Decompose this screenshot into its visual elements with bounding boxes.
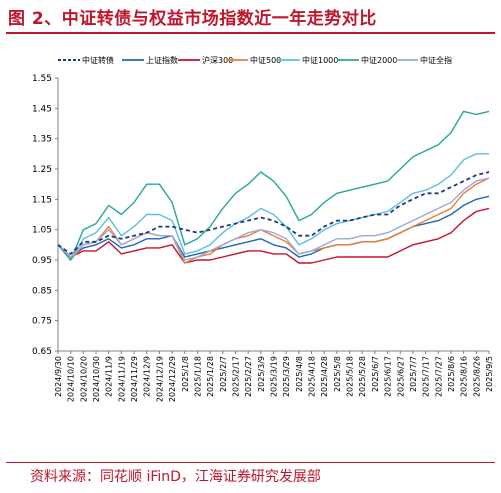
x-tick-label: 2025/6/17 bbox=[384, 356, 393, 397]
y-tick-label: 0.75 bbox=[32, 317, 52, 327]
y-tick-label: 1.25 bbox=[32, 165, 52, 175]
y-tick-label: 1.05 bbox=[32, 226, 52, 236]
series-line-6 bbox=[57, 177, 490, 261]
x-tick-label: 2024/12/19 bbox=[155, 356, 164, 402]
legend-label-3: 中证500 bbox=[250, 55, 281, 65]
x-tick-label: 2024/12/29 bbox=[168, 356, 177, 402]
figure-title: 图 2、中证转债与权益市场指数近一年走势对比 bbox=[8, 9, 377, 29]
y-tick-label: 1.45 bbox=[32, 104, 52, 114]
x-tick-label: 2025/1/8 bbox=[181, 356, 190, 392]
x-tick-label: 2025/2/27 bbox=[244, 356, 253, 397]
x-tick-label: 2025/4/28 bbox=[320, 356, 329, 397]
x-tick-label: 2025/8/6 bbox=[447, 356, 456, 392]
legend-label-2: 沪深300 bbox=[202, 55, 233, 65]
series-line-1 bbox=[57, 195, 490, 258]
legend-label-5: 中证2000 bbox=[361, 55, 397, 65]
x-tick-label: 2025/1/28 bbox=[206, 356, 215, 397]
x-tick-label: 2024/11/29 bbox=[130, 356, 139, 402]
y-tick-label: 1.15 bbox=[32, 195, 52, 205]
source-note: 资料来源：同花顺 iFinD，江海证券研究发展部 bbox=[30, 469, 321, 485]
x-tick-label: 2025/3/19 bbox=[270, 356, 279, 397]
legend-label-1: 上证指数 bbox=[146, 55, 178, 65]
x-tick-label: 2025/4/8 bbox=[295, 356, 304, 392]
series-line-2 bbox=[57, 207, 490, 264]
x-tick-label: 2025/7/17 bbox=[422, 356, 431, 397]
x-tick-label: 2024/10/20 bbox=[79, 356, 88, 402]
x-tick-label: 2025/7/27 bbox=[434, 356, 443, 397]
x-tick-label: 2024/12/9 bbox=[143, 356, 152, 397]
source-rule bbox=[6, 462, 495, 463]
x-tick-label: 2025/5/8 bbox=[333, 356, 342, 392]
line-chart: 0.65 0.75 0.85 0.95 1.05 1.15 1.25 1.35 1.45 1.55… bbox=[32, 55, 494, 402]
legend-label-4: 中证1000 bbox=[302, 55, 338, 65]
x-tick-label: 2025/1/18 bbox=[193, 356, 202, 397]
series-line-5 bbox=[57, 110, 490, 261]
x-tick-label: 2025/3/9 bbox=[257, 356, 266, 392]
title-rule bbox=[6, 32, 495, 34]
x-tick-label: 2025/6/27 bbox=[396, 356, 405, 397]
y-tick-label: 0.85 bbox=[32, 286, 52, 296]
x-tick-label: 2025/9/5 bbox=[485, 356, 494, 392]
series-line-4 bbox=[57, 153, 489, 261]
series-line-0 bbox=[57, 171, 490, 255]
x-tick-label: 2024/11/9 bbox=[105, 356, 114, 397]
x-tick-label: 2024/10/10 bbox=[67, 356, 76, 402]
y-tick-label: 1.35 bbox=[32, 135, 52, 145]
x-tick-label: 2025/8/26 bbox=[472, 356, 481, 397]
x-tick-label: 2025/8/16 bbox=[460, 356, 469, 397]
x-tick-label: 2025/7/7 bbox=[409, 356, 418, 392]
y-tick-label: 0.95 bbox=[32, 256, 52, 266]
x-tick-label: 2025/5/28 bbox=[358, 356, 367, 397]
x-tick-label: 2024/11/19 bbox=[117, 356, 126, 402]
y-tick-label: 1.55 bbox=[32, 74, 52, 84]
y-tick-label: 0.65 bbox=[32, 347, 52, 357]
legend-label-6: 中证全指 bbox=[420, 55, 452, 65]
x-tick-label: 2025/2/17 bbox=[231, 356, 240, 397]
x-tick-label: 2025/2/7 bbox=[219, 356, 228, 392]
x-tick-label: 2025/5/18 bbox=[346, 356, 355, 397]
x-tick-label: 2025/4/18 bbox=[308, 356, 317, 397]
legend-label-0: 中证转债 bbox=[82, 55, 114, 65]
x-tick-label: 2025/6/7 bbox=[371, 356, 380, 392]
x-tick-label: 2024/9/30 bbox=[54, 356, 63, 397]
x-tick-label: 2025/3/29 bbox=[282, 356, 291, 397]
x-tick-label: 2024/10/30 bbox=[92, 356, 101, 402]
